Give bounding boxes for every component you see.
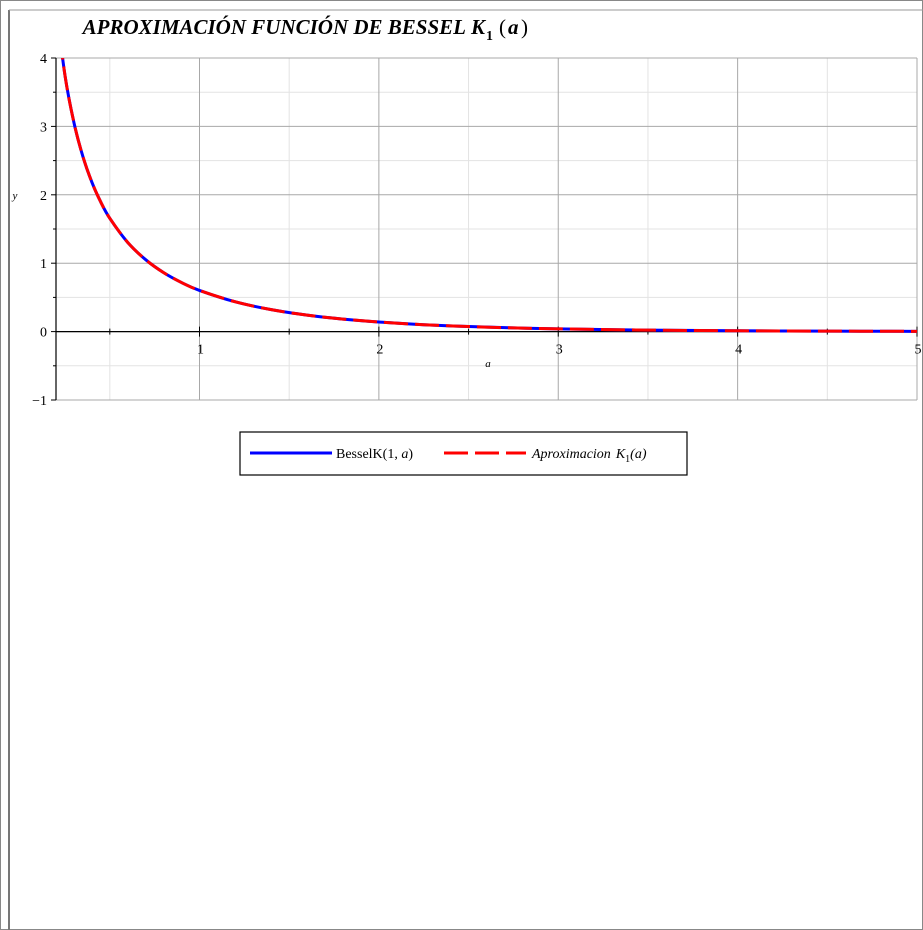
legend-label-bessel: BesselK(1, a) — [336, 447, 413, 462]
x-tick-label: 4 — [735, 343, 742, 358]
chart-title-subscript: 1 — [486, 29, 493, 44]
chart-title-text: APROXIMACIÓN FUNCIÓN DE BESSEL — [81, 15, 466, 39]
legend-label-approx-prefix: Aproximacion — [531, 447, 611, 462]
chart-title-symbol: K — [470, 15, 487, 39]
y-tick-label: 0 — [40, 326, 47, 341]
x-axis-label: a — [485, 358, 491, 370]
legend-label-bessel-close: ) — [408, 447, 413, 462]
y-axis-label: y — [12, 190, 18, 202]
legend-label-bessel-main: BesselK(1, — [336, 447, 401, 462]
ticks: 1 2 3 4 5 −1 0 1 2 3 4 — [32, 52, 921, 409]
legend-label-approx-arg: (a) — [630, 447, 647, 462]
legend-label-approx-symbol: K — [615, 447, 626, 462]
chart-title-close: ) — [521, 15, 528, 39]
chart-title-open: ( — [499, 15, 506, 39]
y-tick-label: 3 — [40, 120, 47, 135]
chart-title-arg: a — [508, 15, 519, 39]
x-tick-label: 3 — [556, 343, 563, 358]
legend-label-approx-subscript: 1 — [625, 454, 630, 465]
chart-title: APROXIMACIÓN FUNCIÓN DE BESSEL K 1 ( a ) — [81, 15, 528, 44]
series-line-aproximacion — [61, 58, 917, 333]
y-tick-label: 2 — [40, 189, 47, 204]
x-tick-label: 5 — [915, 343, 922, 358]
y-tick-label: −1 — [32, 394, 47, 409]
legend-label-approx: Aproximacion K1(a) — [531, 447, 647, 465]
legend-label-bessel-arg: a — [401, 447, 408, 462]
y-tick-label: 1 — [40, 257, 47, 272]
x-tick-label: 2 — [376, 343, 383, 358]
x-tick-label: 1 — [197, 343, 204, 358]
y-tick-label: 4 — [40, 52, 47, 67]
series-group — [61, 58, 917, 333]
legend: BesselK(1, a) Aproximacion K1(a) — [239, 431, 688, 476]
